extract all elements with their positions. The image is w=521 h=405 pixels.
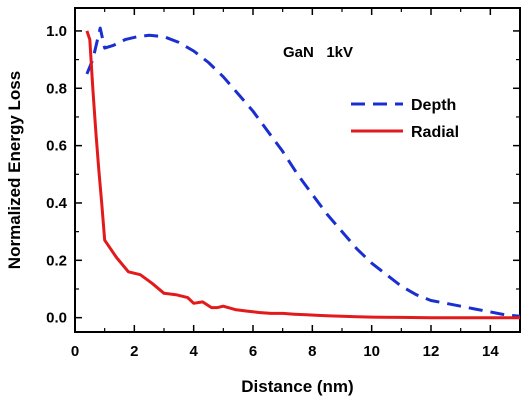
y-axis-title: Normalized Energy Loss — [5, 71, 24, 269]
x-tick-label: 2 — [130, 343, 138, 360]
x-tick-label: 6 — [249, 343, 257, 360]
y-tick-label: 0.6 — [46, 138, 67, 155]
y-tick-label: 0.2 — [46, 252, 67, 269]
x-tick-label: 12 — [423, 343, 440, 360]
series-line-radial — [85, 30, 520, 320]
y-tick-label: 1.0 — [46, 23, 67, 40]
series-line-depth — [85, 26, 521, 318]
x-axis-ticks: 0 2 4 6 8 10 12 14 — [71, 8, 499, 360]
x-tick-label: 8 — [308, 343, 316, 360]
x-tick-label: 14 — [482, 343, 499, 360]
legend-label-depth: Depth — [411, 97, 456, 114]
y-tick-label: 0.8 — [46, 80, 67, 97]
y-axis-ticks: 0.0 0.2 0.4 0.6 0.8 1.0 — [46, 23, 520, 327]
x-tick-label: 0 — [71, 343, 79, 360]
chart-annotation: GaN 1kV — [283, 44, 353, 61]
plot-frame — [74, 7, 521, 333]
x-axis-title: Distance (nm) — [241, 377, 353, 396]
series-layer — [85, 26, 521, 320]
y-tick-label: 0.0 — [46, 310, 67, 327]
y-tick-label: 0.4 — [46, 195, 68, 212]
x-tick-label: 10 — [363, 343, 380, 360]
legend: Depth Radial — [351, 97, 459, 141]
legend-label-radial: Radial — [411, 124, 459, 141]
x-tick-label: 4 — [189, 343, 198, 360]
